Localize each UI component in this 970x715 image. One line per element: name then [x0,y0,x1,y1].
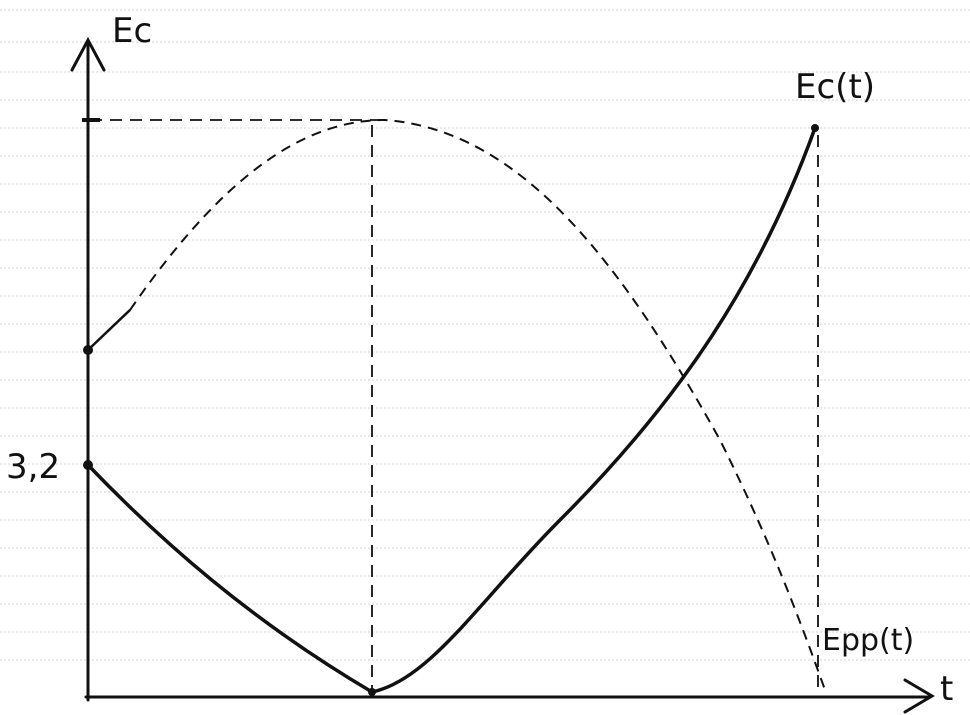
sketch: Ec t Ec(t) Epp(t) 3,2 [0,0,970,715]
paper [0,0,970,715]
start-value-label: 3,2 [6,447,60,487]
x-axis-label: t [940,669,953,709]
ec-curve-label: Ec(t) [795,67,875,107]
y-axis-label: Ec [112,11,152,51]
epp-curve-label: Epp(t) [822,623,914,658]
